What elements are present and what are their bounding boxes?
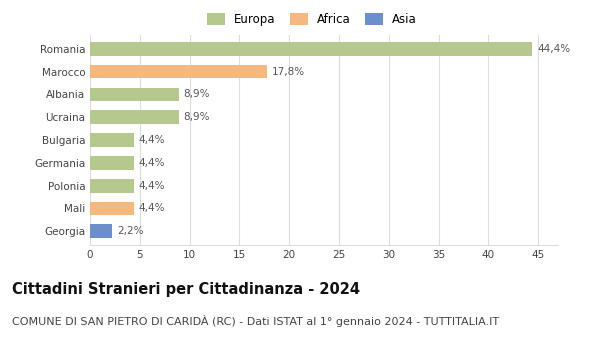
Text: 4,4%: 4,4% [139,135,165,145]
Text: 44,4%: 44,4% [537,44,570,54]
Bar [90,133,134,147]
Text: 4,4%: 4,4% [139,181,165,191]
Bar [90,224,112,238]
Bar [90,42,532,56]
Bar [90,202,134,215]
Text: 17,8%: 17,8% [272,66,305,77]
Bar [90,179,134,192]
Bar [90,88,179,101]
Text: 8,9%: 8,9% [184,89,210,99]
Bar [90,156,134,170]
Bar [90,110,179,124]
Text: 2,2%: 2,2% [117,226,143,236]
Text: 8,9%: 8,9% [184,112,210,122]
Bar [90,65,267,78]
Legend: Europa, Africa, Asia: Europa, Africa, Asia [207,13,417,26]
Text: Cittadini Stranieri per Cittadinanza - 2024: Cittadini Stranieri per Cittadinanza - 2… [12,282,360,297]
Text: 4,4%: 4,4% [139,158,165,168]
Text: 4,4%: 4,4% [139,203,165,214]
Text: COMUNE DI SAN PIETRO DI CARIDÀ (RC) - Dati ISTAT al 1° gennaio 2024 - TUTTITALIA: COMUNE DI SAN PIETRO DI CARIDÀ (RC) - Da… [12,315,499,327]
